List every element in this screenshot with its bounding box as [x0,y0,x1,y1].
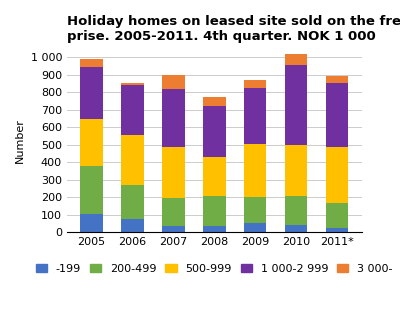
Y-axis label: Number: Number [15,118,25,163]
Bar [326,84,348,147]
Bar [162,89,185,148]
Bar [121,219,144,232]
Bar [203,97,226,106]
Bar [80,67,103,119]
Bar [244,223,266,232]
Bar [203,106,226,157]
Bar [244,88,266,144]
Bar [162,226,185,232]
Bar [203,157,226,196]
Bar [285,65,307,145]
Bar [162,198,185,226]
Bar [285,225,307,232]
Bar [244,80,266,88]
Bar [121,185,144,219]
Bar [326,147,348,203]
Bar [244,144,266,197]
Bar [162,75,185,89]
Bar [80,119,103,166]
Bar [80,214,103,232]
Bar [203,196,226,226]
Bar [285,145,307,196]
Text: Holiday homes on leased site sold on the free market, by purchase
prise. 2005-20: Holiday homes on leased site sold on the… [67,15,400,43]
Bar [121,85,144,135]
Bar [203,226,226,232]
Bar [121,135,144,185]
Bar [244,197,266,223]
Bar [326,228,348,232]
Bar [121,83,144,85]
Bar [80,59,103,67]
Bar [326,203,348,228]
Bar [285,54,307,65]
Bar [80,166,103,214]
Bar [326,76,348,84]
Bar [162,148,185,198]
Bar [285,196,307,225]
Legend: -199, 200-499, 500-999, 1 000-2 999, 3 000-: -199, 200-499, 500-999, 1 000-2 999, 3 0… [36,264,393,274]
